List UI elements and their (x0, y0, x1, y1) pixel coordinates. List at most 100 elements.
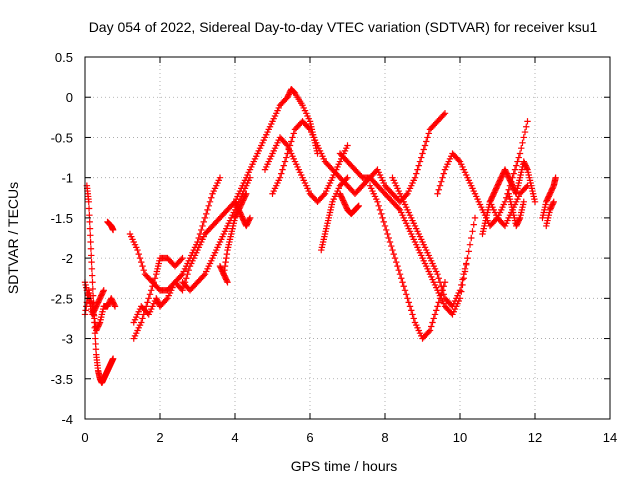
x-tick-label: 6 (306, 430, 313, 445)
data-point (200, 272, 207, 279)
x-tick-label: 14 (603, 430, 617, 445)
data-point (223, 277, 231, 285)
data-point (428, 323, 435, 330)
data-point (425, 130, 432, 137)
chart-title: Day 054 of 2022, Sidereal Day-to-day VTE… (89, 19, 598, 35)
data-point (418, 154, 425, 161)
data-point (512, 189, 519, 196)
data-point (201, 214, 209, 222)
data-point (379, 214, 386, 222)
data-point (456, 287, 464, 294)
data-point (518, 144, 525, 152)
data-point (424, 134, 431, 141)
data-point (86, 218, 93, 226)
data-point (549, 199, 557, 207)
data-point (206, 198, 214, 205)
data-point (503, 194, 510, 201)
x-tick-label: 0 (81, 430, 88, 445)
data-point (87, 238, 94, 246)
data-point (511, 166, 519, 173)
series-trace-d (104, 218, 117, 234)
data-point (466, 241, 474, 248)
data-point (246, 214, 254, 222)
data-point (344, 174, 351, 181)
data-point (439, 174, 446, 181)
data-point (458, 281, 465, 289)
data-point (524, 118, 531, 125)
data-point (91, 319, 98, 326)
data-point (276, 174, 284, 181)
data-point (433, 307, 440, 314)
data-point (440, 111, 447, 118)
data-point (414, 166, 421, 173)
data-point (91, 324, 98, 332)
data-point (501, 198, 509, 205)
data-point (88, 252, 95, 259)
data-point (96, 320, 103, 328)
data-point (380, 218, 387, 226)
data-point (396, 271, 404, 278)
data-point (111, 301, 118, 309)
data-point (278, 170, 285, 177)
data-point (355, 202, 362, 210)
series-trace-r (389, 174, 479, 310)
data-point (141, 307, 149, 314)
data-point (205, 202, 212, 210)
data-point (196, 230, 204, 238)
data-point (222, 258, 229, 266)
data-point (203, 210, 210, 218)
x-tick-label: 8 (381, 430, 388, 445)
series-trace-f (126, 174, 224, 294)
data-point (400, 283, 407, 290)
data-point (290, 130, 297, 137)
data-point (523, 123, 530, 130)
y-tick-label: -3 (61, 332, 73, 347)
data-point (88, 272, 96, 279)
data-point (415, 162, 422, 169)
data-point (409, 311, 416, 318)
data-point (151, 275, 159, 282)
data-point (223, 250, 231, 258)
y-tick-label: -2 (61, 251, 73, 266)
x-tick-label: 10 (453, 430, 467, 445)
data-point (413, 170, 420, 177)
data-point (439, 287, 446, 294)
series-trace-t (479, 158, 539, 238)
data-point (513, 162, 520, 169)
data-point (144, 299, 151, 306)
data-point (403, 191, 410, 199)
data-point (281, 158, 289, 165)
data-point (394, 262, 401, 270)
series-trace-k (231, 198, 254, 230)
axis-ticks (84, 56, 611, 420)
data-point (389, 246, 396, 254)
x-tick-label: 12 (528, 430, 542, 445)
data-point (109, 226, 117, 234)
data-point (243, 190, 250, 197)
data-points (81, 85, 559, 386)
data-point (89, 279, 96, 286)
x-tick-label: 4 (231, 430, 238, 445)
data-point (140, 311, 147, 318)
series-trace-q (366, 182, 449, 342)
data-point (246, 174, 254, 181)
series-trace-m (269, 110, 449, 205)
data-point (383, 226, 390, 234)
data-point (401, 287, 409, 294)
data-point (395, 205, 402, 212)
data-point (460, 271, 467, 278)
data-point (406, 303, 414, 310)
data-point (134, 246, 141, 254)
x-tick-label: 2 (156, 430, 163, 445)
data-point (204, 206, 211, 214)
data-point (288, 138, 295, 145)
series-trace-o (336, 150, 471, 318)
data-point (438, 283, 445, 290)
y-tick-label: 0.5 (55, 50, 73, 65)
data-point (516, 150, 524, 157)
data-point (283, 154, 290, 161)
data-point (441, 110, 449, 117)
data-point (145, 295, 152, 302)
data-point (279, 166, 286, 173)
data-point (140, 266, 147, 274)
